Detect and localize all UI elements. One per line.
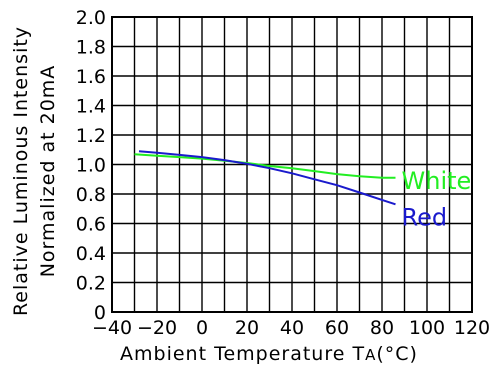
x-axis-label-symbol: T — [351, 343, 365, 365]
x-tick-label: 80 — [370, 317, 394, 339]
y-tick-label: 1.4 — [76, 96, 106, 118]
y-tick-label: 0.6 — [76, 214, 106, 236]
series-label-white: White — [402, 167, 472, 195]
x-tick-label: −40 — [92, 317, 132, 339]
y-axis-label-line2: Normalized at 20mA — [37, 65, 59, 278]
y-tick-label: 0.8 — [76, 184, 106, 206]
x-tick-labels: −40 −20 0 20 40 60 80 100 120 — [92, 317, 489, 339]
x-tick-label: 40 — [280, 317, 304, 339]
x-tick-label: 0 — [196, 317, 208, 339]
x-axis-label: Ambient Temperature TA(°C) — [120, 343, 418, 365]
x-tick-label: −20 — [137, 317, 177, 339]
y-tick-label: 1.0 — [76, 155, 106, 177]
y-tick-label: 1.8 — [76, 37, 106, 59]
y-tick-label: 0.4 — [76, 243, 106, 265]
series-line-red — [138, 150, 396, 206]
x-tick-label: 100 — [409, 317, 445, 339]
series-labels: White Red — [402, 167, 472, 232]
y-axis-label-line1: Relative Luminous Intensity — [10, 26, 32, 316]
x-axis-label-main: Ambient Temperature — [120, 343, 352, 365]
x-tick-label: 20 — [235, 317, 259, 339]
y-tick-label: 0 — [94, 302, 106, 324]
plot-frame — [111, 16, 473, 313]
series-line-white — [134, 153, 396, 179]
x-tick-label: 120 — [454, 317, 489, 339]
y-tick-label: 1.2 — [76, 125, 106, 147]
x-axis-label-subscript: A — [365, 346, 376, 364]
x-axis-label-unit: (°C) — [376, 343, 418, 365]
y-tick-labels: 0 0.2 0.4 0.6 0.8 1.0 1.2 1.4 1.6 1.8 2.0 — [76, 7, 106, 324]
y-tick-label: 1.6 — [76, 66, 106, 88]
y-tick-label: 0.2 — [76, 273, 106, 295]
series-label-red: Red — [402, 203, 448, 231]
series-group — [134, 150, 396, 206]
grid — [111, 16, 473, 313]
y-tick-label: 2.0 — [76, 7, 106, 29]
x-tick-label: 60 — [325, 317, 349, 339]
